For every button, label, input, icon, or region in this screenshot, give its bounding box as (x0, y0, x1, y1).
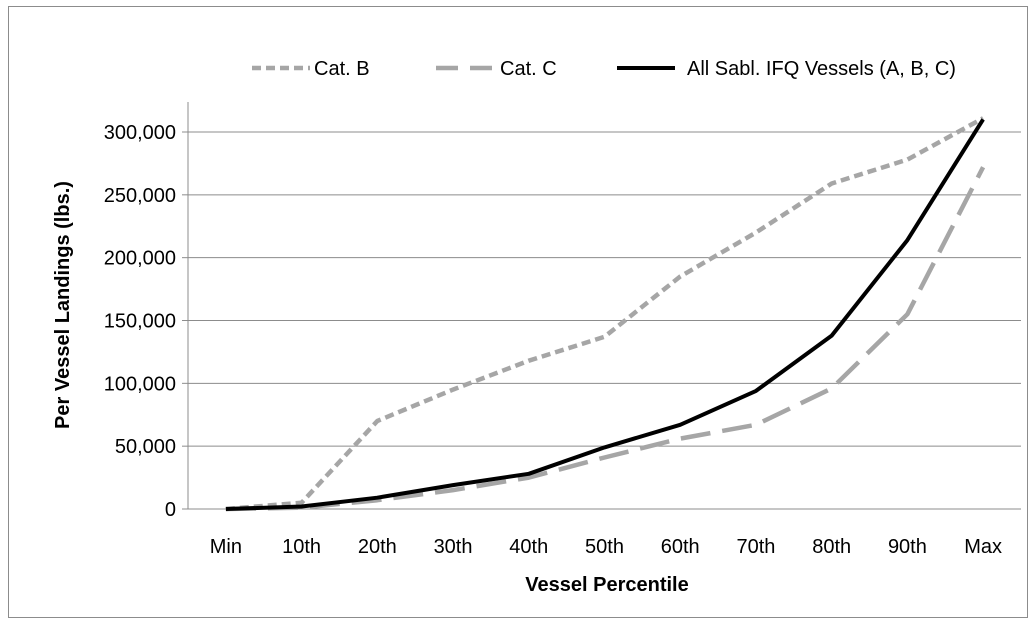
x-tick-label: 60th (661, 536, 700, 558)
y-tick-label: 300,000 (104, 122, 176, 144)
legend-label: Cat. B (314, 58, 370, 80)
x-tick-label: 40th (509, 536, 548, 558)
x-tick-label: Max (964, 536, 1002, 558)
chart-frame (8, 6, 1028, 618)
legend-label: Cat. C (500, 58, 557, 80)
series-line (225, 116, 985, 512)
y-tick-labels: 0 50,000 100,000 150,000 200,000 250,000 300,0… (104, 122, 176, 521)
x-tick-label: 80th (812, 536, 851, 558)
legend-label: All Sabl. IFQ Vessels (A, B, C) (687, 58, 956, 80)
x-tick-labels: Min 10th 20th 30th 40th 50th 60th 70th 80th 90th M… (210, 536, 1002, 558)
x-tick-label: 70th (736, 536, 775, 558)
x-axis-title: Vessel Percentile (525, 574, 688, 596)
y-tick-label: 150,000 (104, 311, 176, 333)
x-tick-label: 30th (434, 536, 473, 558)
x-tick-label: 90th (888, 536, 927, 558)
series-lines (225, 116, 986, 512)
y-axis-title: Per Vessel Landings (lbs.) (52, 181, 74, 429)
gridlines (188, 131, 1021, 447)
y-tick-label: 200,000 (104, 248, 176, 270)
y-tick-label: 50,000 (115, 436, 176, 458)
legend: Cat. B Cat. C All Sabl. IFQ Vessels (A, B,… (252, 58, 956, 80)
y-tick-label: 0 (165, 499, 176, 521)
axes (182, 102, 1021, 510)
x-tick-label: 50th (585, 536, 624, 558)
y-tick-label: 100,000 (104, 373, 176, 395)
x-tick-label: 10th (282, 536, 321, 558)
x-tick-label: Min (210, 536, 242, 558)
y-tick-label: 250,000 (104, 185, 176, 207)
series-line (225, 166, 986, 512)
x-tick-label: 20th (358, 536, 397, 558)
series-line (225, 118, 985, 511)
